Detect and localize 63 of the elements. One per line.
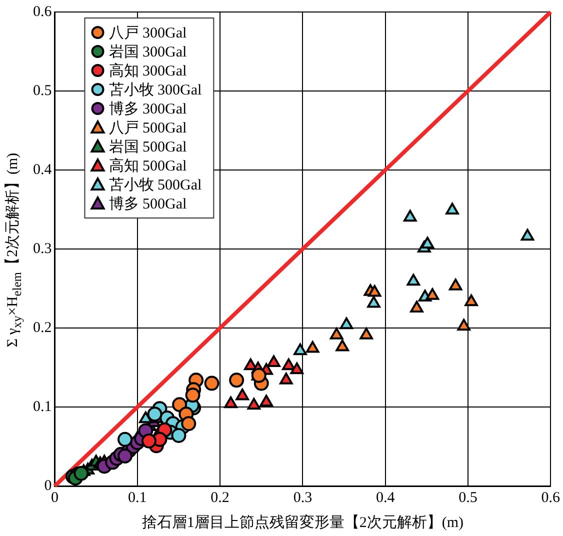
point [260,394,273,407]
point [118,432,132,447]
point [244,358,258,370]
point [267,355,280,368]
point [448,278,462,290]
point [224,396,238,408]
y-tick-label: 0.6 [33,4,52,20]
point [306,341,320,353]
point [171,428,186,443]
point [290,362,304,374]
point [457,318,470,331]
point [236,388,249,400]
point [406,274,420,286]
y-tick-label: 0.3 [33,240,52,257]
x-tick-label: 0.4 [376,490,396,506]
point [330,328,344,340]
legend-label: 苫小牧 300Gal [108,81,202,98]
point [229,372,244,388]
y-tick-label: 0.4 [33,162,52,178]
legend-label: 博多 300Gal [108,100,187,118]
y-tick-label: 0.1 [33,398,52,415]
y-tick-label: 0.2 [33,320,52,336]
point [204,376,220,391]
point [282,358,296,370]
legend-label: 高知 500Gal [108,157,187,174]
point [294,343,307,356]
x-tick-label: 0.6 [541,490,560,506]
point [368,284,382,297]
point [446,202,459,215]
legend-label: 苫小牧 500Gal [108,176,202,194]
point [420,236,434,249]
point [251,368,266,383]
legend-label: 八戸 500Gal [108,120,187,136]
point [336,339,349,352]
x-tick-label: 0.2 [210,490,230,506]
point [181,416,196,432]
point [410,300,424,312]
point [185,388,200,403]
legend-label: 博多 500Gal [108,195,187,212]
legend-label: 岩国 500Gal [108,138,187,156]
legend-label: 八戸 300Gal [108,25,187,42]
point [520,228,534,241]
legend-label: 岩国 300Gal [108,43,187,60]
x-tick-label: 0.1 [128,490,147,506]
point [340,317,354,330]
point [464,294,478,306]
point [426,288,440,300]
point [247,398,261,410]
point [74,466,89,481]
x-axis-title: 捨石層1層目上節点残留変形量【2次元解析】(m) [142,514,464,531]
point [147,406,162,422]
legend-label: 高知 300Gal [108,62,187,80]
point [118,448,132,464]
point [280,372,293,384]
x-tick-label: 0.5 [458,490,478,506]
y-tick-label: 0.5 [33,82,52,99]
point [367,296,380,308]
point [141,433,156,448]
point [139,411,152,424]
point [360,328,373,340]
x-tick-label: 0.3 [293,490,312,506]
y-tick-label: 0 [44,478,52,494]
point [404,210,417,222]
